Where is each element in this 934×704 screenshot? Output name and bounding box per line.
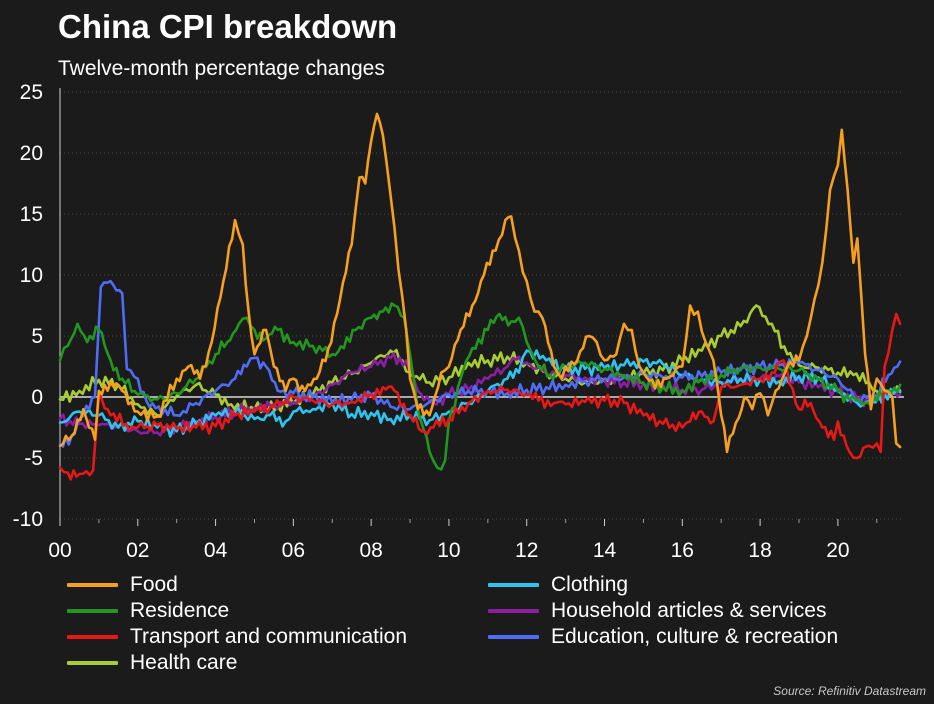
legend-label-clothing: Clothing [551,573,629,596]
legend-label-health-care: Health care [130,651,238,674]
y-tick-label: 20 [20,142,43,165]
y-tick-label: 5 [31,325,43,348]
x-tick-label: 10 [437,539,460,562]
legend-item-residence: Residence [67,599,229,623]
legend-swatch-transport [67,635,118,639]
y-tick-label: 0 [31,386,43,409]
legend-label-residence: Residence [130,599,230,622]
y-tick-label: 15 [20,203,43,226]
legend-item-transport: Transport and communication [67,625,407,649]
y-tick-label: 10 [20,264,43,287]
source-note: Source: Refinitiv Datastream [773,684,926,698]
legend-label-education: Education, culture & recreation [551,625,839,648]
grid-lines [60,91,904,520]
y-tick-label: -5 [24,447,43,470]
x-tick-label: 14 [593,539,617,562]
legend-swatch-household [488,609,539,613]
x-tick-label: 02 [126,539,149,562]
x-tick-label: 16 [671,539,694,562]
x-tick-label: 04 [204,539,228,562]
series-line-health-care [58,304,902,418]
x-tick-label: 18 [748,539,771,562]
legend-item-clothing: Clothing [488,573,628,597]
legend-swatch-education [488,635,539,639]
y-tick-label: -10 [13,508,43,531]
x-tick-label: 20 [826,539,849,562]
x-tick-label: 06 [282,539,305,562]
chart-title: China CPI breakdown [58,8,398,45]
x-tick-label: 00 [48,539,71,562]
legend-swatch-health-care [67,661,118,665]
legend-item-education: Education, culture & recreation [488,625,838,649]
legend-swatch-food [67,583,118,587]
x-tick-label: 12 [515,539,538,562]
chart-subtitle: Twelve-month percentage changes [58,57,385,80]
legend-swatch-clothing [488,583,539,587]
series-line-education-culture-recreation [58,279,902,448]
series-line-food [58,112,902,454]
legend-item-food: Food [67,573,178,597]
series-line-transport-and-communication [58,312,902,481]
legend-item-health-care: Health care [67,651,237,675]
series-lines [58,112,902,481]
x-tick-label: 08 [359,539,382,562]
y-tick-label: 25 [20,81,43,104]
legend-label-household: Household articles & services [551,599,827,622]
legend-label-transport: Transport and communication [130,625,408,648]
legend-label-food: Food [130,573,178,596]
legend-swatch-residence [67,609,118,613]
legend-item-household: Household articles & services [488,599,826,623]
